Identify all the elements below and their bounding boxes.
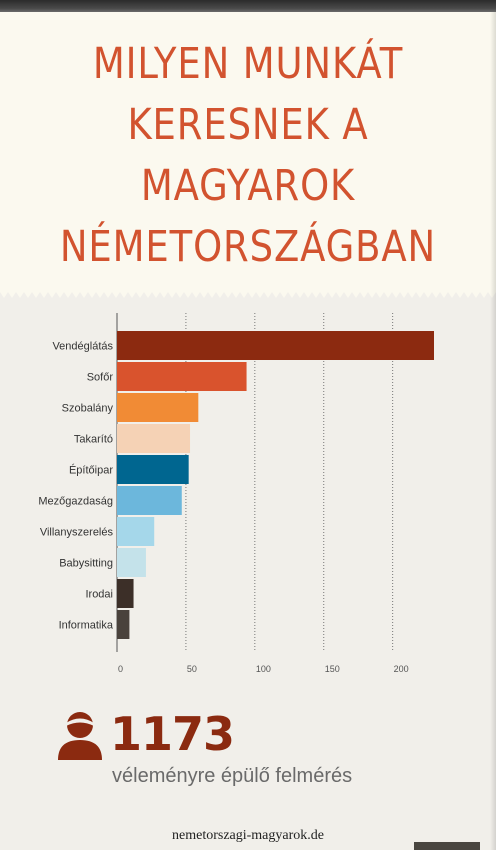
zigzag-divider — [0, 286, 496, 298]
respondent-count: 1173 — [110, 707, 235, 761]
job-bar-chart: 0 50 100 150 200 Vendéglátás Sofőr Szobalány Tak… — [38, 313, 434, 674]
x-tick-label: 100 — [256, 664, 271, 674]
bar — [117, 517, 155, 546]
bar — [117, 579, 134, 608]
bar — [117, 362, 247, 391]
bar — [117, 455, 189, 484]
category-label: Mezőgazdaság — [38, 496, 113, 508]
corner-block — [414, 842, 480, 850]
x-tick-label: 50 — [187, 664, 197, 674]
survey-caption: véleményre épülő felmérés — [112, 765, 353, 787]
x-tick-label: 150 — [325, 664, 340, 674]
category-label: Vendéglátás — [52, 341, 113, 353]
bar — [117, 610, 130, 639]
title-line-4: NÉMETORSZÁGBAN — [59, 222, 437, 272]
title-line-1: MILYEN MUNKÁT — [92, 39, 404, 89]
category-label: Szobalány — [62, 403, 114, 415]
bar — [117, 424, 191, 453]
top-bar — [0, 0, 496, 12]
footer-url: nemetorszagi-magyarok.de — [172, 828, 324, 843]
title-line-3: MAGYAROK — [140, 161, 356, 211]
x-tick-label: 200 — [394, 664, 409, 674]
category-label: Építőipar — [69, 464, 113, 477]
category-label: Babysitting — [59, 558, 113, 570]
category-label: Irodai — [85, 589, 113, 601]
bar — [117, 331, 434, 360]
title-line-2: KERESNEK A — [127, 100, 369, 150]
category-label: Villanyszerelés — [40, 527, 114, 539]
category-label: Sofőr — [87, 372, 114, 384]
person-icon — [58, 712, 102, 760]
category-label: Informatika — [59, 620, 114, 632]
side-shadow — [490, 12, 496, 850]
bar — [117, 486, 182, 515]
x-tick-label: 0 — [118, 664, 123, 674]
bar — [117, 393, 199, 422]
survey-stats: 1173 véleményre épülő felmérés — [56, 706, 456, 806]
bar — [117, 548, 146, 577]
category-label: Takarító — [74, 434, 113, 446]
page-title: MILYEN MUNKÁT KERESNEK A MAGYAROK NÉMETO… — [0, 34, 496, 278]
header-panel — [0, 12, 496, 292]
